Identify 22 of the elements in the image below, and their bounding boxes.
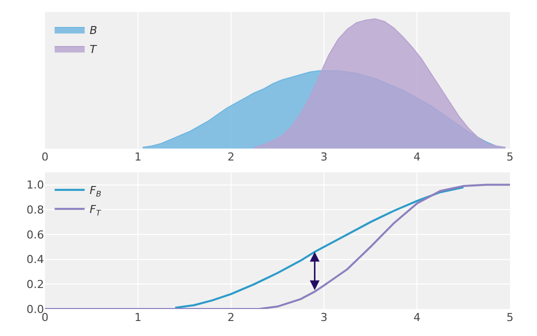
y-tick-label: 0.8 <box>26 203 44 216</box>
x-tick-label: 5 <box>506 150 514 164</box>
x-tick-label: 1 <box>134 311 142 324</box>
legend-label: F$_{T}$ <box>90 203 102 218</box>
y-tick-label: 0.0 <box>26 302 44 316</box>
x-tick-label: 3 <box>320 311 328 324</box>
x-tick-label: 1 <box>134 150 142 164</box>
legend-label: F$_{B}$ <box>90 184 102 198</box>
legend-label: T <box>90 42 98 56</box>
y-tick-label: 1.0 <box>26 178 44 192</box>
x-tick-label: 4 <box>414 311 420 324</box>
x-tick-label: 0 <box>42 311 48 324</box>
y-tick-label: 0.6 <box>26 228 44 242</box>
x-tick-label: 3 <box>320 150 328 164</box>
legend-label: B <box>90 24 98 37</box>
y-tick-label: 0.4 <box>26 253 44 266</box>
x-tick-label: 0 <box>42 150 48 164</box>
x-tick-label: 2 <box>228 150 234 164</box>
x-tick-label: 2 <box>228 311 234 324</box>
x-tick-label: 5 <box>506 311 514 324</box>
y-tick-label: 0.2 <box>26 278 44 292</box>
x-tick-label: 4 <box>414 150 420 164</box>
